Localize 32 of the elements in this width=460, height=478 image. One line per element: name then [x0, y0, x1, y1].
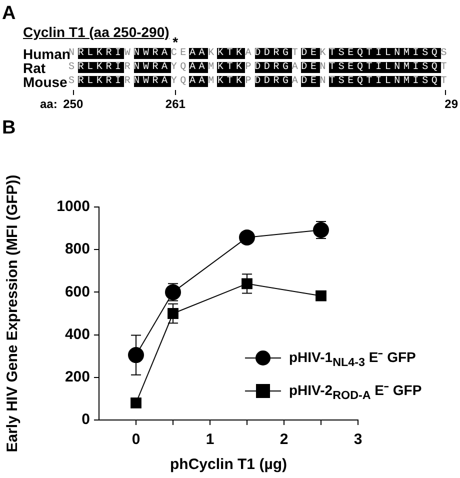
y-tick-label: 800 [64, 240, 90, 258]
point [239, 229, 255, 246]
text: A [2, 3, 16, 25]
x-tick-label: 0 [132, 431, 140, 448]
y-tick-label: 400 [64, 326, 90, 343]
text: * [172, 34, 178, 50]
point [316, 290, 326, 302]
x-tick-label: 1 [206, 431, 214, 448]
text: 261 [164, 97, 186, 111]
y-tick-label: 600 [64, 283, 90, 300]
text: aa: [40, 97, 58, 111]
text: Rat [23, 60, 46, 76]
text: Mouse [23, 74, 68, 90]
x-tick-label: 2 [280, 431, 288, 448]
y-tick-label: 200 [64, 368, 90, 386]
y-tick-label: 0 [82, 411, 90, 428]
x-axis-title: phCyclin T1 (µg) [170, 456, 287, 474]
point [313, 222, 329, 238]
point [242, 278, 252, 290]
y-axis-title: Early HIV Gene Expression (MFI (GFP)) [4, 174, 22, 452]
text: 250 [62, 97, 84, 111]
x-tick-label: 3 [354, 431, 362, 448]
point [130, 398, 142, 408]
legend-label: pHIV-2$_{ROD-A}$ E⁻ GFP [289, 380, 422, 402]
chart-title: B [2, 118, 16, 139]
y-tick-label: 1000 [56, 198, 90, 216]
point [128, 347, 144, 364]
point [168, 308, 178, 319]
legend-label: pHIV-1$_{NL4-3}$ E⁻ GFP [289, 348, 416, 368]
text: Human [23, 46, 70, 62]
text: 29 [444, 97, 458, 111]
text: Cyclin T1 (aa 250-290) [23, 24, 170, 40]
